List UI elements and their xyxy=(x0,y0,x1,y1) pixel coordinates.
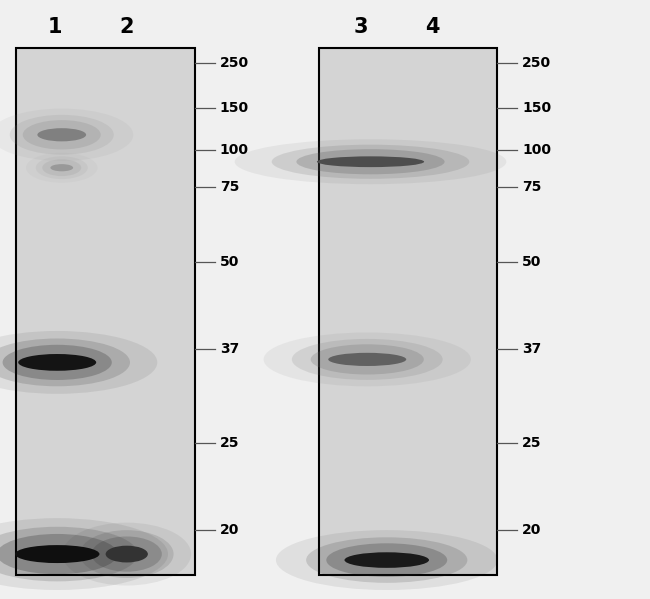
Ellipse shape xyxy=(15,545,99,563)
Text: 50: 50 xyxy=(522,255,541,270)
Ellipse shape xyxy=(263,332,471,386)
Ellipse shape xyxy=(23,120,101,149)
Ellipse shape xyxy=(0,527,138,582)
Ellipse shape xyxy=(328,353,406,366)
Ellipse shape xyxy=(235,140,506,184)
Text: 150: 150 xyxy=(522,101,551,115)
Ellipse shape xyxy=(0,338,130,386)
Text: 100: 100 xyxy=(522,143,551,157)
Ellipse shape xyxy=(105,546,148,562)
Text: 3: 3 xyxy=(354,17,368,37)
Text: 20: 20 xyxy=(220,523,239,537)
Ellipse shape xyxy=(92,537,162,571)
Text: 37: 37 xyxy=(522,341,541,356)
Ellipse shape xyxy=(0,108,133,161)
Text: 250: 250 xyxy=(220,56,249,70)
Text: 1: 1 xyxy=(48,17,62,37)
Ellipse shape xyxy=(311,344,424,374)
Text: 100: 100 xyxy=(220,143,249,157)
Text: 37: 37 xyxy=(220,341,239,356)
Bar xyxy=(16,48,195,575)
Ellipse shape xyxy=(306,537,467,583)
Text: 4: 4 xyxy=(425,17,439,37)
Ellipse shape xyxy=(62,522,191,586)
Text: 75: 75 xyxy=(522,180,541,194)
Ellipse shape xyxy=(80,530,174,578)
Ellipse shape xyxy=(42,159,81,176)
Ellipse shape xyxy=(26,153,97,183)
Ellipse shape xyxy=(38,128,86,141)
Text: 75: 75 xyxy=(220,180,239,194)
Bar xyxy=(318,48,497,575)
Ellipse shape xyxy=(292,339,443,380)
Ellipse shape xyxy=(326,543,447,577)
Text: 20: 20 xyxy=(522,523,541,537)
Ellipse shape xyxy=(0,518,168,590)
Ellipse shape xyxy=(0,534,118,574)
Text: 150: 150 xyxy=(220,101,249,115)
Ellipse shape xyxy=(10,115,114,155)
Ellipse shape xyxy=(317,156,424,167)
Text: 250: 250 xyxy=(522,56,551,70)
Ellipse shape xyxy=(3,345,112,380)
Text: 25: 25 xyxy=(522,436,541,450)
Text: 25: 25 xyxy=(220,436,239,450)
Ellipse shape xyxy=(0,331,157,394)
Ellipse shape xyxy=(276,530,498,590)
Ellipse shape xyxy=(272,144,469,179)
Ellipse shape xyxy=(296,149,445,174)
Text: 2: 2 xyxy=(120,17,134,37)
Text: 50: 50 xyxy=(220,255,239,270)
Ellipse shape xyxy=(51,164,73,171)
Ellipse shape xyxy=(36,156,88,179)
Ellipse shape xyxy=(18,354,96,371)
Ellipse shape xyxy=(344,552,429,568)
